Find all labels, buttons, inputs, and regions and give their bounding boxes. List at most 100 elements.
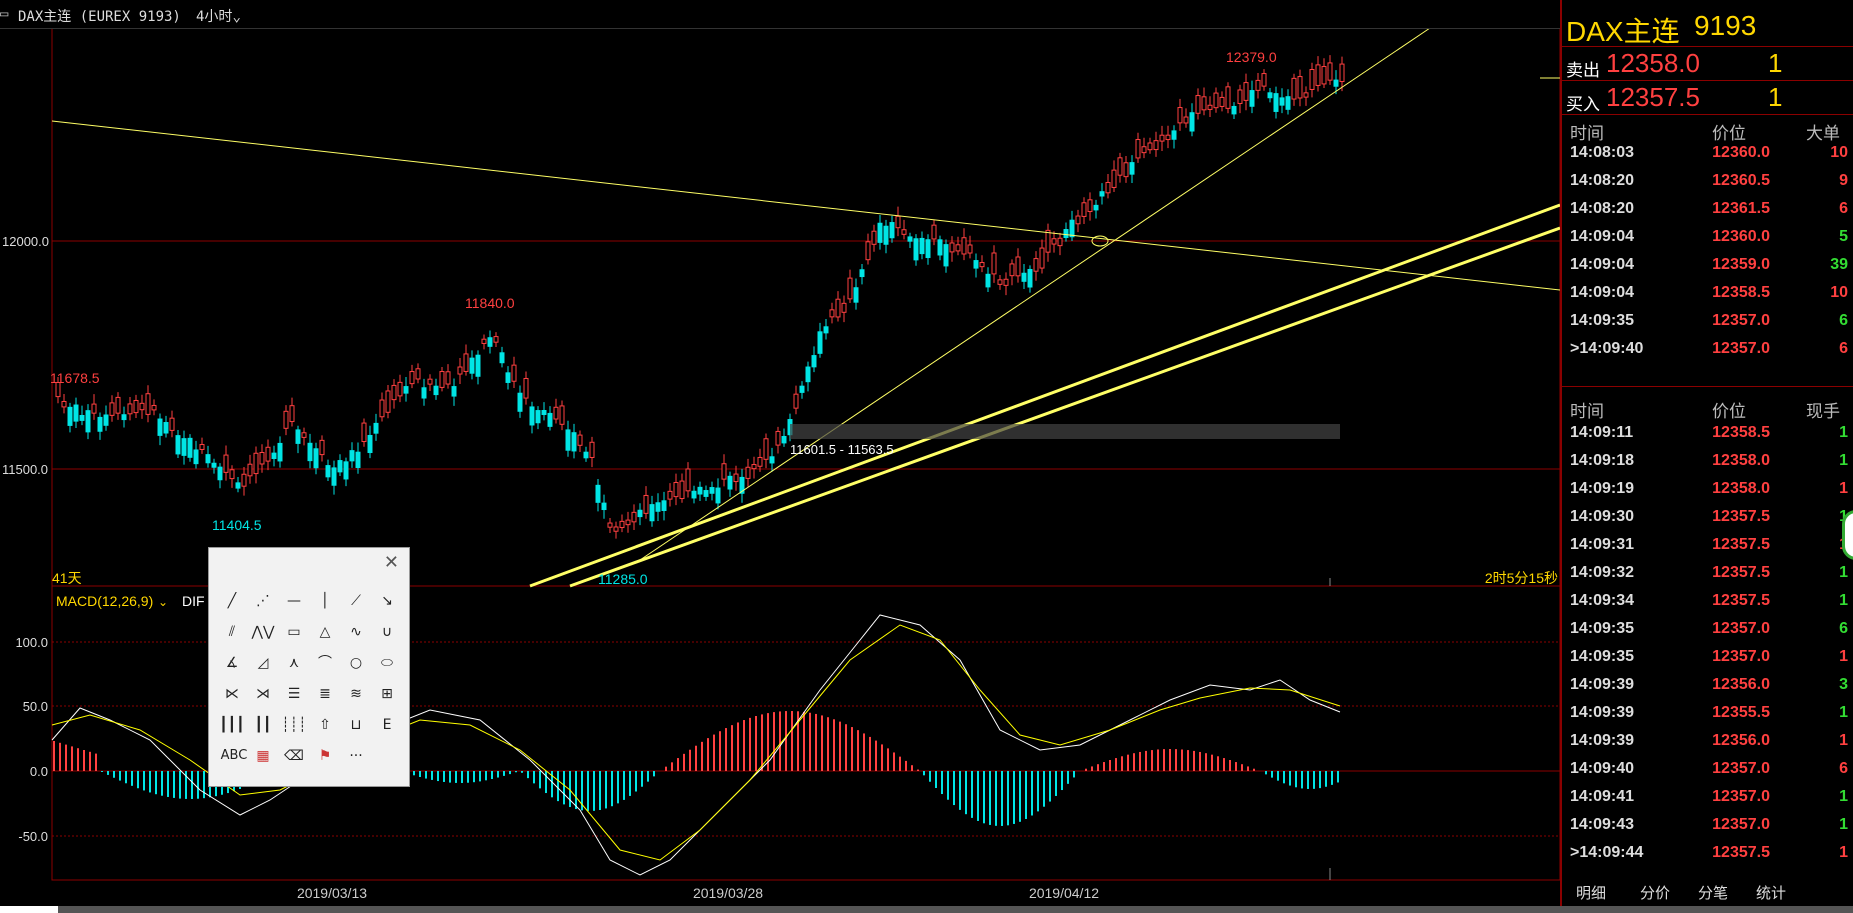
ellipse-icon[interactable]: ⬭	[381, 655, 393, 671]
table-row[interactable]: 14:09:39 12356.0 3	[1562, 672, 1853, 700]
candle-body	[751, 464, 757, 470]
time-lines-icon[interactable]: ┊┊┊	[281, 717, 307, 733]
table-row[interactable]: 14:09:32 12357.5 1	[1562, 560, 1853, 588]
color-palette-icon[interactable]: ▦	[256, 748, 270, 764]
circle-icon[interactable]: ○	[349, 655, 363, 671]
candle-body	[709, 487, 715, 494]
tab-price-distribution[interactable]: 分价	[1640, 884, 1671, 902]
triangle-icon[interactable]: △	[319, 624, 331, 640]
vertical-line-icon[interactable]: │	[320, 593, 330, 609]
polyline-icon[interactable]: ⋀⋁	[251, 624, 275, 640]
speed-fan-icon[interactable]: ⋉	[225, 686, 239, 702]
arrow-icon[interactable]: ↘	[381, 593, 393, 609]
cup-icon[interactable]: ∪	[381, 624, 393, 640]
fib-retracement-icon[interactable]: ☰	[287, 686, 301, 702]
candle-body	[529, 406, 535, 426]
candle-body	[1159, 134, 1165, 142]
fib-channel-icon[interactable]: ⊞	[381, 686, 393, 702]
table-row[interactable]: 14:09:39 12356.0 1	[1562, 728, 1853, 756]
trade-qty: 1	[1839, 564, 1848, 581]
right-triangle-icon[interactable]: ◿	[257, 655, 269, 671]
segment-icon[interactable]: ⟋	[351, 593, 361, 609]
candle-body	[175, 435, 181, 455]
scrollbar-thumb[interactable]	[0, 906, 58, 913]
gann-angle-icon[interactable]: ∡	[225, 655, 239, 671]
table-row[interactable]: 14:09:04 12358.5 10	[1562, 280, 1853, 308]
candle-body	[67, 406, 73, 426]
arc-icon[interactable]: ⌒	[318, 655, 332, 671]
candle-body	[883, 225, 889, 245]
table-row[interactable]: 14:09:11 12358.5 1	[1562, 420, 1853, 448]
trade-price: 12357.0	[1712, 788, 1770, 805]
macd-y-tick-label: 50.0	[23, 699, 48, 714]
table-row[interactable]: 14:09:35 12357.0 6	[1562, 616, 1853, 644]
trade-price: 12357.0	[1712, 760, 1770, 777]
wave-icon[interactable]: ∿	[350, 624, 362, 640]
table-row[interactable]: 14:09:40 12357.0 6	[1562, 756, 1853, 784]
candle-body	[1219, 96, 1225, 107]
ruler-icon[interactable]: ⊔	[350, 717, 362, 733]
table-row[interactable]: 14:08:20 12360.5 9	[1562, 168, 1853, 196]
fib-extension-icon[interactable]: ≣	[319, 686, 331, 702]
period-selector[interactable]: 4小时⌄	[196, 9, 241, 25]
chart-canvas[interactable]: 12000.0 11500.0 100.0 50.0 0.0 -50.0 11601.5 -…	[0, 0, 1560, 906]
menu-icon[interactable]: ▭	[0, 6, 9, 22]
trade-price: 12358.0	[1712, 480, 1770, 497]
left-high-label: 11678.5	[50, 370, 100, 386]
more-icon[interactable]: ···	[349, 748, 363, 764]
buy-quote[interactable]: 买入 12357.5 1	[1562, 80, 1853, 115]
symbol-header: DAX主连 9193	[1562, 4, 1853, 47]
table-row[interactable]: 14:09:31 12357.5 1	[1562, 532, 1853, 560]
candle-body	[1039, 247, 1045, 269]
eraser-icon[interactable]: ⌫	[284, 748, 304, 764]
table-row[interactable]: 14:09:35 12357.0 1	[1562, 644, 1853, 672]
table-row[interactable]: >14:09:40 12357.0 6	[1562, 336, 1853, 364]
candle-body	[1069, 219, 1075, 238]
resistance-lines-icon[interactable]: ≋	[350, 686, 362, 702]
measure-icon[interactable]: E	[382, 717, 392, 733]
ray-dotted-icon[interactable]: ⋰	[256, 593, 270, 609]
parallel-lines-icon[interactable]: ⫽	[228, 624, 236, 640]
fib-timezone-icon[interactable]: ┃┃┃	[219, 717, 245, 733]
candle-body	[1303, 92, 1309, 98]
gann-fan-icon[interactable]: ⋊	[256, 686, 270, 702]
rectangle-icon[interactable]: ▭	[287, 624, 301, 640]
line-tool-icon[interactable]: ╱	[227, 593, 237, 609]
candle-body	[277, 442, 283, 462]
up-arrow-icon[interactable]: ⇧	[319, 717, 331, 733]
table-row[interactable]: 14:09:04 12360.0 5	[1562, 224, 1853, 252]
template-icon[interactable]: ⚑	[318, 748, 332, 764]
trade-time: 14:09:40	[1570, 760, 1635, 777]
tab-statistics[interactable]: 统计	[1756, 884, 1787, 902]
text-icon[interactable]: ABC	[220, 748, 248, 763]
peak-icon[interactable]: ⋏	[288, 655, 300, 671]
candle-body	[535, 410, 541, 424]
table-row[interactable]: 14:09:34 12357.5 1	[1562, 588, 1853, 616]
trade-qty: 1	[1792, 508, 1848, 526]
table-row[interactable]: 14:09:35 12357.0 6	[1562, 308, 1853, 336]
sell-quote[interactable]: 卖出 12358.0 1	[1562, 46, 1853, 81]
table-row[interactable]: 14:08:03 12360.0 10	[1562, 140, 1853, 168]
table-row[interactable]: 14:09:30 12357.5 1	[1562, 504, 1853, 532]
trade-price: 12360.0	[1712, 144, 1770, 161]
drawing-toolbox[interactable]: ✕ ╱ ⋰ — │ ⟋ ↘ ⫽ ⋀⋁ ▭ △ ∿ ∪ ∡ ◿ ⋏ ⌒ ○ ⬭ ⋉ ⋊ ☰ ≣ ≋ ⊞ ┃┃┃ ┃┃ ┊┊┊ ⇧ ⊔ E AB…	[208, 547, 410, 787]
candle-body	[553, 406, 559, 420]
table-row[interactable]: >14:09:44 12357.5 1	[1562, 840, 1853, 868]
tab-detail[interactable]: 明细	[1576, 884, 1607, 902]
close-icon[interactable]: ✕	[383, 552, 399, 573]
cycle-lines-icon[interactable]: ┃┃	[254, 717, 272, 733]
table-row[interactable]: 14:09:04 12359.0 39	[1562, 252, 1853, 280]
trade-qty: 1	[1839, 788, 1848, 805]
side-toggle-button[interactable]	[1842, 510, 1853, 560]
table-row[interactable]: 14:09:41 12357.0 1	[1562, 784, 1853, 812]
table-row[interactable]: 14:09:19 12358.0 1	[1562, 476, 1853, 504]
horizontal-scrollbar[interactable]	[0, 906, 1853, 913]
table-row[interactable]: 14:09:43 12357.0 1	[1562, 812, 1853, 840]
horizontal-line-icon[interactable]: —	[287, 593, 301, 609]
table-row[interactable]: 14:09:39 12355.5 1	[1562, 700, 1853, 728]
candle-body	[451, 386, 457, 397]
table-row[interactable]: 14:09:18 12358.0 1	[1562, 448, 1853, 476]
candle-body	[109, 402, 115, 416]
tab-tick[interactable]: 分笔	[1698, 884, 1729, 902]
table-row[interactable]: 14:08:20 12361.5 6	[1562, 196, 1853, 224]
